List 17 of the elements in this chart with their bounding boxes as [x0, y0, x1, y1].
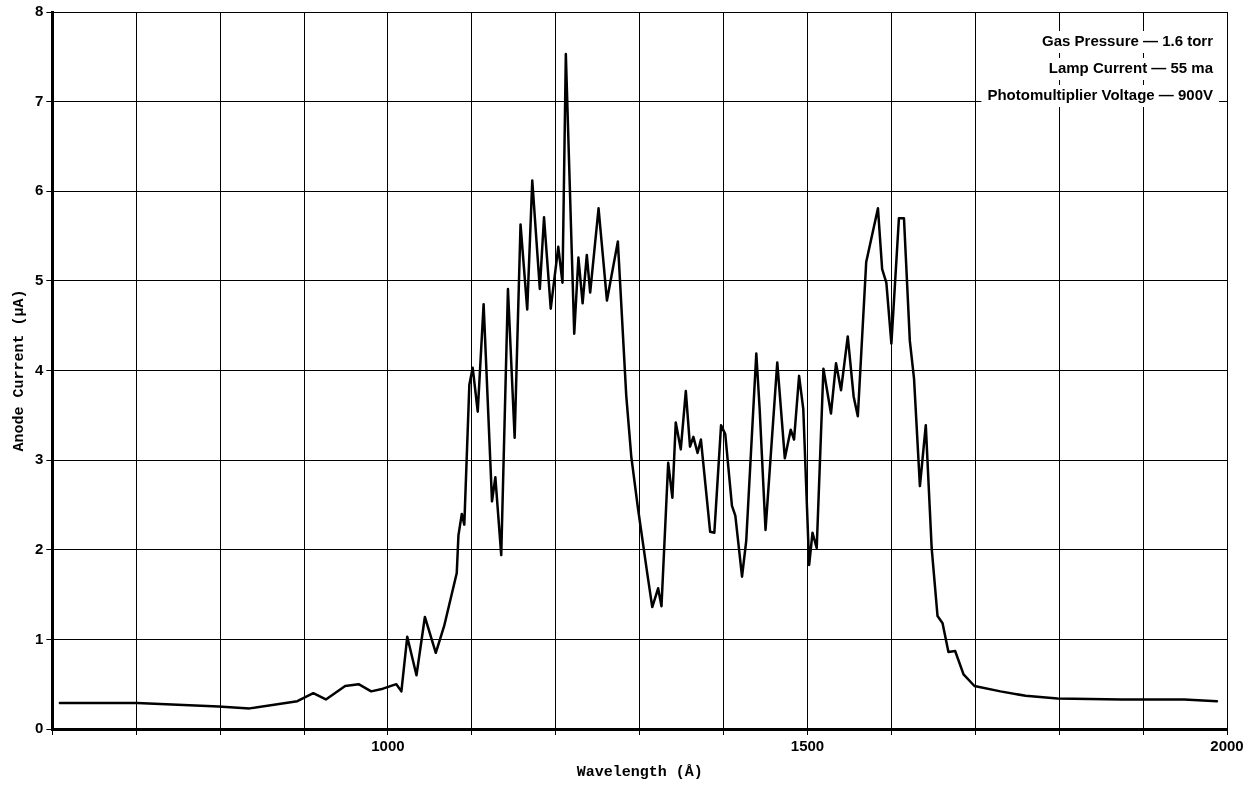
y-tick-label: 2 [35, 539, 44, 557]
annotation: Lamp Current — 55 ma [1048, 59, 1214, 77]
x-tick-label: 1500 [790, 737, 825, 755]
annotation: Photomultiplier Voltage — 900V [987, 86, 1213, 104]
x-tick-label: 1000 [371, 737, 405, 755]
y-tick-label: 4 [35, 360, 44, 378]
y-tick-label: 6 [35, 181, 44, 199]
y-tick-label: 3 [35, 450, 44, 468]
y-tick-label: 8 [35, 2, 44, 20]
y-tick-label: 0 [35, 719, 44, 737]
x-axis-title: Wavelength (Å) [576, 763, 703, 781]
x-tick-label: 2000 [1210, 737, 1244, 755]
y-axis-title: Anode Current (μA) [10, 289, 28, 452]
y-tick-label: 5 [35, 271, 44, 289]
y-tick-label: 1 [35, 629, 44, 647]
annotation: Gas Pressure — 1.6 torr [1042, 32, 1214, 50]
y-tick-label: 7 [35, 91, 44, 109]
